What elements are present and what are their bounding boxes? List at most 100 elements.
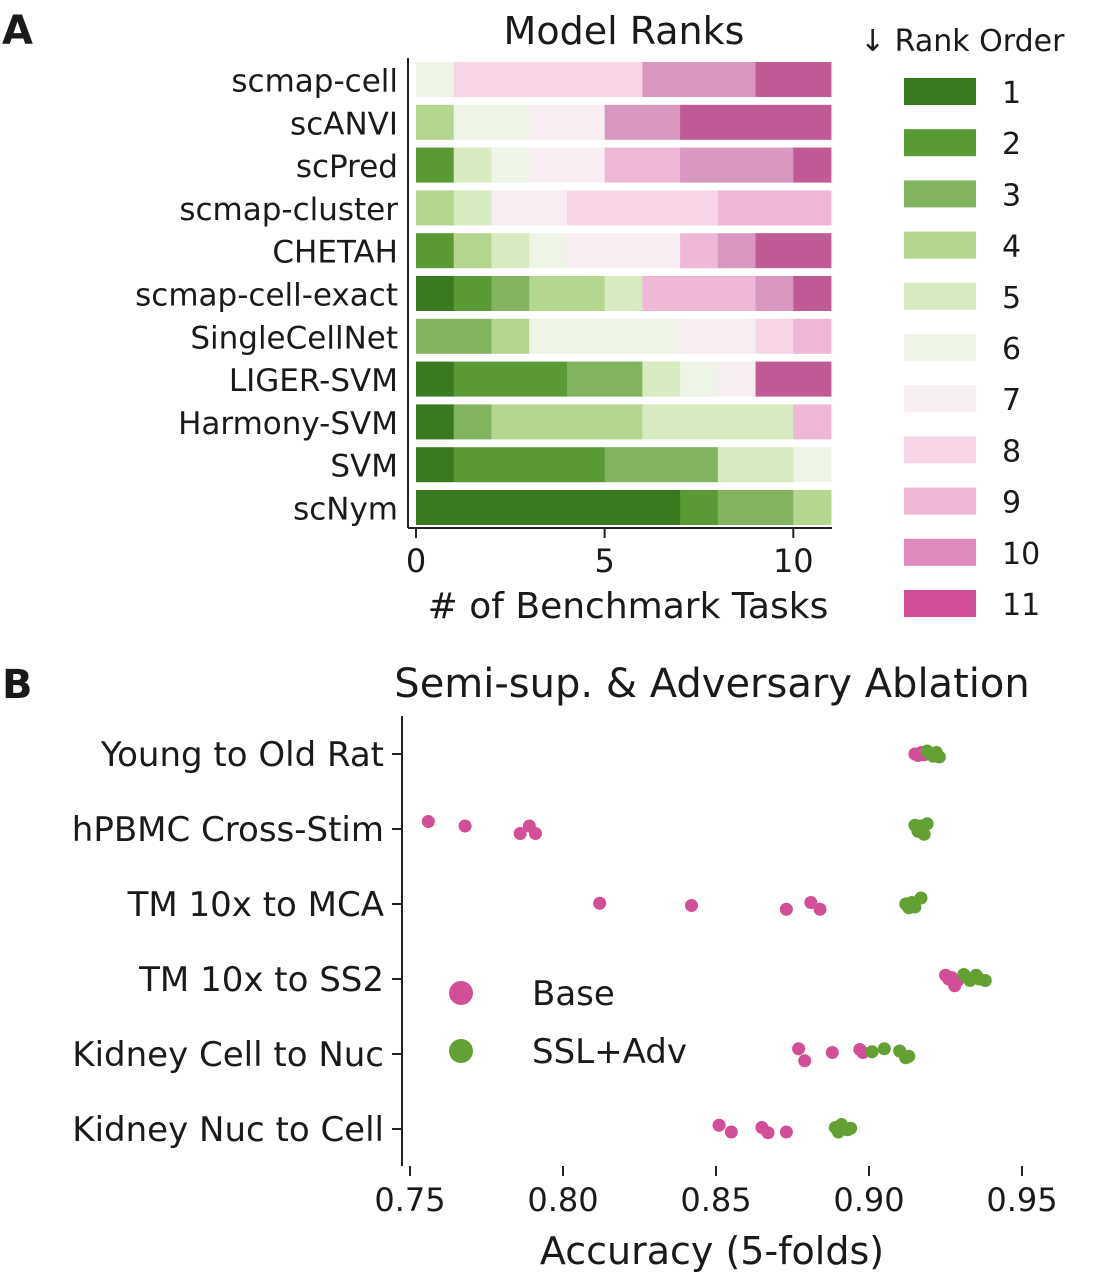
- category-label: SVM: [330, 449, 398, 485]
- bar-segment-rank-10: [717, 233, 756, 269]
- bar-segment-rank-11: [680, 104, 832, 140]
- legend-swatch-rank-4: [904, 231, 976, 259]
- bar-segment-rank-3: [491, 276, 530, 311]
- bar-segment-rank-1: [416, 447, 455, 483]
- point-base: [513, 827, 527, 840]
- bar-segment-rank-4: [416, 104, 455, 140]
- panel-a-x-label: # of Benchmark Tasks: [428, 586, 829, 627]
- bar-segment-rank-11: [793, 147, 832, 183]
- bar-segment-rank-9: [793, 404, 832, 440]
- bar-segment-rank-5: [491, 233, 530, 269]
- bar-row-scanvi: scANVI: [290, 104, 832, 142]
- bar-segment-rank-4: [416, 190, 455, 226]
- category-label: scmap-cluster: [179, 192, 398, 228]
- bar-row-scmap-cluster: scmap-cluster: [179, 190, 832, 228]
- panel-a-label: A: [2, 8, 33, 54]
- legend-marker-ssl-adv: [449, 1039, 473, 1063]
- point-base: [685, 899, 699, 912]
- bar-row-chetah: CHETAH: [272, 233, 832, 271]
- panel-b-legend: Base SSL+Adv: [449, 974, 687, 1072]
- point-base: [528, 827, 542, 840]
- point-base: [712, 1118, 726, 1132]
- legend-swatch-rank-9: [904, 487, 976, 515]
- point-base: [458, 819, 472, 833]
- bar-segment-rank-5: [717, 447, 794, 483]
- bar-segment-rank-7: [529, 104, 606, 140]
- point-base: [825, 1046, 839, 1059]
- bar-segment-rank-10: [680, 147, 794, 183]
- bar-segment-rank-10: [604, 104, 681, 140]
- category-label: scmap-cell: [231, 64, 398, 100]
- bar-segment-rank-7: [491, 190, 568, 226]
- point-ssl-adv: [978, 974, 992, 987]
- bar-segment-rank-7: [566, 233, 681, 269]
- category-label-young-to-old-rat: Young to Old Rat: [100, 735, 384, 775]
- panel-a-x-ticks: 0 5 10: [406, 528, 814, 580]
- point-ssl-adv: [877, 1042, 891, 1056]
- bar-row-scpred: scPred: [296, 147, 832, 185]
- point-base: [813, 902, 827, 916]
- bar-segment-rank-1: [416, 404, 455, 440]
- category-label-hpbmc-cross-stim: hPBMC Cross-Stim: [72, 810, 384, 850]
- bar-row-singlecellnet: SingleCellNet: [190, 318, 832, 356]
- bar-segment-rank-4: [491, 318, 530, 354]
- bar-segment-rank-5: [453, 147, 492, 183]
- legend-label: 4: [1002, 230, 1021, 265]
- point-base: [779, 1125, 793, 1139]
- panel-a: A Model Ranks scmap-cell scANVI scPred scma…: [2, 8, 1065, 627]
- panel-b: B Semi-sup. & Adversary Ablation Young t…: [2, 661, 1058, 1273]
- panel-a-title: Model Ranks: [504, 9, 745, 53]
- bar-segment-rank-9: [604, 147, 681, 183]
- bar-segment-rank-4: [793, 490, 832, 525]
- x-tick-label: 0.95: [986, 1181, 1057, 1219]
- legend-swatch-rank-6: [904, 334, 976, 361]
- bar-row-harmony-svm: Harmony-SVM: [178, 404, 832, 442]
- legend-swatch-rank-10: [904, 538, 976, 566]
- bar-segment-rank-6: [680, 361, 719, 397]
- bar-segment-rank-1: [416, 276, 455, 311]
- point-ssl-adv: [923, 747, 937, 761]
- bar-segment-rank-7: [680, 318, 756, 354]
- category-label: scPred: [296, 149, 398, 185]
- point-ssl-adv: [914, 891, 928, 905]
- legend-label: 7: [1002, 383, 1021, 418]
- bar-row-svm: SVM: [330, 447, 832, 485]
- panel-b-label: B: [2, 662, 33, 708]
- point-base: [798, 1054, 812, 1068]
- x-tick-label: 0.85: [680, 1181, 751, 1219]
- bar-segment-rank-11: [755, 361, 832, 397]
- category-label-kidney-cell-to-nuc: Kidney Cell to Nuc: [72, 1035, 384, 1075]
- bar-segment-rank-2: [453, 447, 606, 483]
- point-ssl-adv: [844, 1121, 858, 1135]
- bar-segment-rank-5: [453, 190, 492, 226]
- category-label-tm-10x-to-mca: TM 10x to MCA: [127, 885, 384, 925]
- x-tick-label: 10: [773, 542, 814, 580]
- point-base: [945, 971, 959, 984]
- point-ssl-adv: [865, 1045, 879, 1059]
- bar-segment-rank-9: [680, 233, 719, 269]
- bar-segment-rank-6: [793, 447, 832, 483]
- bar-segment-rank-6: [491, 147, 530, 183]
- series-ssl-adv: [828, 744, 992, 1139]
- point-ssl-adv: [917, 827, 931, 841]
- bar-segment-rank-5: [642, 361, 681, 397]
- legend-swatch-rank-11: [904, 590, 976, 617]
- category-label: SingleCellNet: [190, 320, 398, 356]
- legend-label: 3: [1002, 178, 1021, 213]
- legend-swatch-rank-8: [904, 436, 976, 464]
- legend-swatch-rank-3: [904, 180, 976, 208]
- legend-marker-base: [449, 981, 473, 1005]
- category-label: scANVI: [290, 106, 398, 142]
- bar-segment-rank-11: [755, 62, 832, 97]
- category-label: CHETAH: [272, 235, 398, 271]
- point-ssl-adv: [902, 1049, 916, 1063]
- bar-segment-rank-11: [793, 276, 832, 311]
- bar-segment-rank-4: [491, 404, 643, 440]
- point-base: [804, 896, 818, 909]
- bar-segment-rank-5: [642, 404, 794, 440]
- bar-row-liger-svm: LIGER-SVM: [229, 361, 832, 399]
- bar-segment-rank-2: [453, 361, 568, 397]
- bar-segment-rank-8: [566, 190, 719, 226]
- point-base: [761, 1126, 775, 1140]
- bar-segment-rank-2: [416, 147, 455, 183]
